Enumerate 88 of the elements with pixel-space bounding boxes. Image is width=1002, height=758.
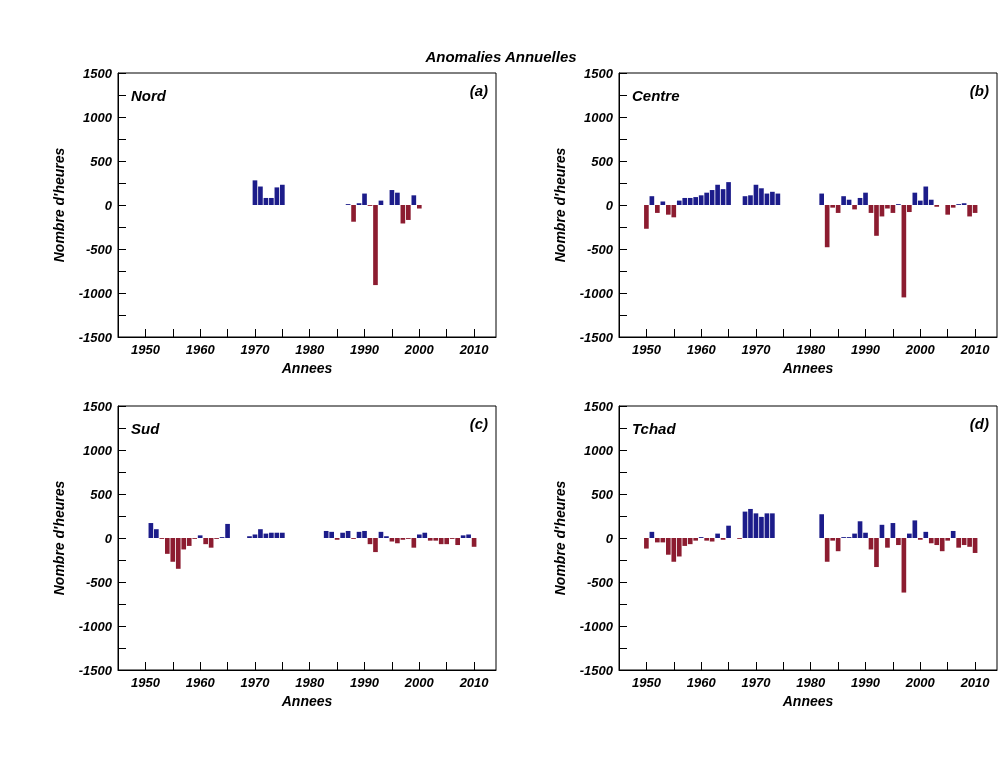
y-axis-title: Nombre d'heures <box>51 480 67 596</box>
y-tick-label: -1500 <box>78 329 113 345</box>
y-tick-label: 0 <box>605 197 614 213</box>
bar <box>726 525 731 538</box>
y-tick-label: 1500 <box>83 65 113 81</box>
bar <box>416 205 422 209</box>
x-axis-title: Annees <box>280 693 333 709</box>
x-tick-label: 1960 <box>686 675 717 690</box>
annotation: (d) <box>969 415 989 432</box>
y-axis-title: Nombre d'heures <box>552 480 568 596</box>
x-tick-label: 2000 <box>403 675 435 690</box>
y-tick-label: 500 <box>591 153 614 169</box>
bar <box>655 205 660 213</box>
x-tick-label: 1990 <box>851 675 881 690</box>
bar <box>885 538 890 548</box>
bar <box>819 193 825 205</box>
bar <box>819 514 825 538</box>
x-tick-label: 1950 <box>130 675 161 690</box>
bar <box>351 205 356 222</box>
bar <box>660 201 666 205</box>
y-tick-label: 1500 <box>584 398 614 414</box>
y-tick-label: 1000 <box>584 109 614 125</box>
x-tick-label: 1960 <box>185 342 216 357</box>
y-tick-label: -1000 <box>78 618 113 634</box>
x-tick-label: 1950 <box>631 342 662 357</box>
x-tick-label: 1960 <box>686 342 717 357</box>
y-tick-label: -1000 <box>579 285 614 301</box>
y-tick-label: -500 <box>586 574 614 590</box>
x-tick-label: 1970 <box>741 675 772 690</box>
bar <box>715 533 720 538</box>
annotation: (c) <box>469 415 489 432</box>
y-tick-label: 1500 <box>584 65 614 81</box>
bar <box>411 195 417 205</box>
x-tick-label: 2000 <box>904 675 936 690</box>
x-tick-label: 1980 <box>796 342 826 357</box>
y-tick-label: 0 <box>104 197 113 213</box>
y-tick-label: -500 <box>586 241 614 257</box>
annotation: (b) <box>969 82 989 99</box>
y-tick-label: -1500 <box>78 662 113 678</box>
y-tick-label: 1000 <box>584 442 614 458</box>
x-tick-label: 1970 <box>240 342 271 357</box>
text: Centre <box>632 87 680 104</box>
x-tick-label: 2010 <box>959 342 991 357</box>
text: Anomalies Annuelles <box>424 48 578 65</box>
x-tick-label: 2000 <box>904 342 936 357</box>
x-tick-label: 1980 <box>295 675 325 690</box>
x-tick-label: 2010 <box>959 675 991 690</box>
x-tick-label: 1990 <box>350 675 380 690</box>
x-tick-label: 1970 <box>741 342 772 357</box>
x-tick-label: 2010 <box>458 675 490 690</box>
y-tick-label: 1500 <box>83 398 113 414</box>
y-axis-title: Nombre d'heures <box>51 147 67 263</box>
text: Nord <box>131 87 167 104</box>
y-axis-title: Nombre d'heures <box>552 147 568 263</box>
x-tick-label: 2010 <box>458 342 490 357</box>
y-tick-label: -1000 <box>78 285 113 301</box>
y-tick-label: 500 <box>90 153 113 169</box>
y-tick-label: -1000 <box>579 618 614 634</box>
x-axis-title: Annees <box>781 360 834 376</box>
bar <box>950 530 956 538</box>
y-tick-label: -500 <box>85 241 113 257</box>
y-tick-label: -1500 <box>579 329 614 345</box>
x-tick-label: 1980 <box>796 675 826 690</box>
x-axis-title: Annees <box>280 360 333 376</box>
y-tick-label: -1500 <box>579 662 614 678</box>
x-tick-label: 2000 <box>403 342 435 357</box>
text: Tchad <box>632 420 677 437</box>
bar <box>923 531 929 538</box>
x-tick-label: 1990 <box>851 342 881 357</box>
x-axis-title: Annees <box>781 693 834 709</box>
y-tick-label: -500 <box>85 574 113 590</box>
x-tick-label: 1950 <box>631 675 662 690</box>
bar <box>644 538 649 549</box>
y-tick-label: 1000 <box>83 109 113 125</box>
text: Sud <box>131 420 161 437</box>
x-tick-label: 1970 <box>240 675 271 690</box>
x-tick-label: 1950 <box>130 342 161 357</box>
y-tick-label: 500 <box>90 486 113 502</box>
bar <box>644 205 649 229</box>
x-tick-label: 1990 <box>350 342 380 357</box>
y-tick-label: 1000 <box>83 442 113 458</box>
y-tick-label: 0 <box>104 530 113 546</box>
x-tick-label: 1960 <box>185 675 216 690</box>
bar <box>852 205 857 210</box>
annotation: (a) <box>469 82 489 99</box>
x-tick-label: 1980 <box>295 342 325 357</box>
y-tick-label: 0 <box>605 530 614 546</box>
y-tick-label: 500 <box>591 486 614 502</box>
